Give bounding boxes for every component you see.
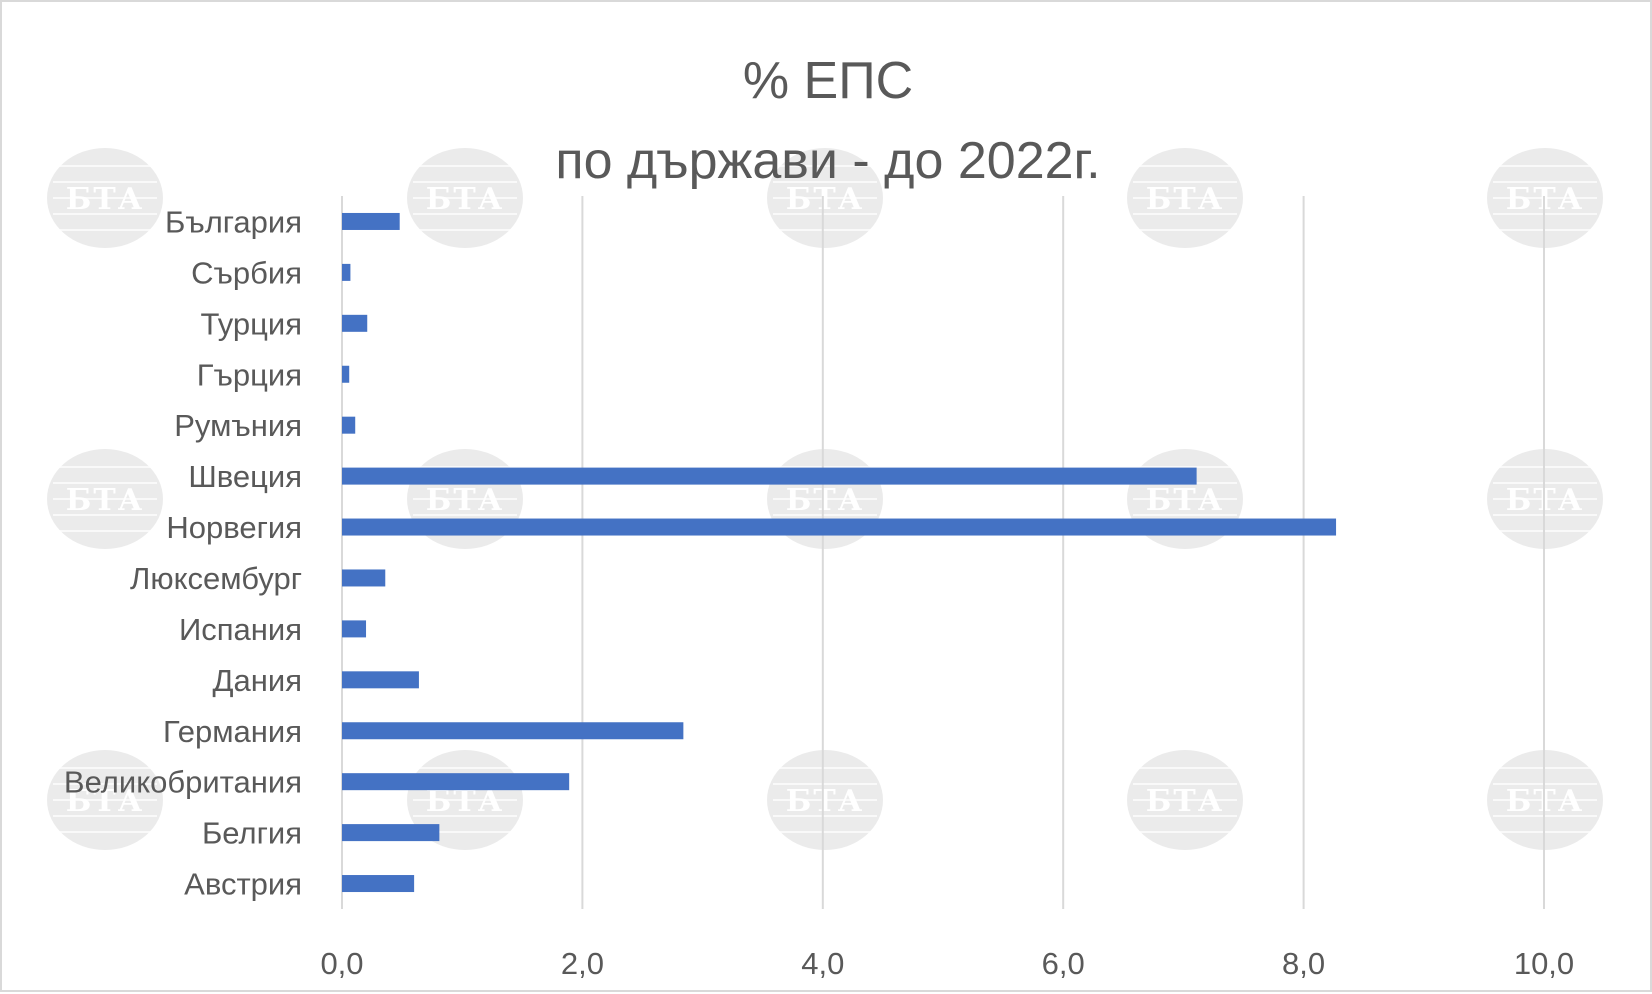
x-tick-label: 10,0 <box>1514 946 1574 981</box>
category-label: Швеция <box>188 459 302 494</box>
bar <box>342 314 368 332</box>
bar <box>342 722 684 740</box>
bars <box>342 212 1337 893</box>
bta-watermark-logo: БТА <box>767 148 883 248</box>
bta-watermark-logo: БТА <box>47 148 163 248</box>
category-label: Румъния <box>174 408 302 443</box>
chart-title-line-2: по държави - до 2022г. <box>555 132 1100 190</box>
svg-text:БТА: БТА <box>786 784 864 819</box>
x-tick-label: 8,0 <box>1282 946 1325 981</box>
bar <box>342 263 351 281</box>
bar <box>342 824 440 842</box>
svg-text:БТА: БТА <box>1146 483 1224 518</box>
bar <box>342 518 1337 536</box>
category-label: Гърция <box>197 357 302 392</box>
category-label: Великобритания <box>64 765 302 800</box>
bta-watermark-logo: БТА <box>47 750 163 850</box>
svg-text:БТА: БТА <box>66 182 144 217</box>
x-tick-labels: 0,0 2,0 4,0 6,0 8,0 10,0 <box>320 946 1574 981</box>
category-label: Люксембург <box>130 561 302 596</box>
svg-text:БТА: БТА <box>426 182 504 217</box>
bta-watermark-logo: БТА <box>767 750 883 850</box>
bar <box>342 365 350 383</box>
x-tick-label: 4,0 <box>801 946 844 981</box>
category-label: Норвегия <box>166 510 302 545</box>
chart-title-line-1: % ЕПС <box>743 52 913 110</box>
bar <box>342 467 1197 485</box>
category-label: Белгия <box>202 816 302 851</box>
category-label: Австрия <box>184 867 302 902</box>
svg-text:БТА: БТА <box>786 182 864 217</box>
bar <box>342 671 419 689</box>
svg-text:БТА: БТА <box>1146 784 1224 819</box>
bar <box>342 620 367 638</box>
x-tick-label: 0,0 <box>320 946 363 981</box>
bar <box>342 416 356 434</box>
bta-watermark-logo: БТА <box>1127 148 1243 248</box>
bar <box>342 875 415 893</box>
bar <box>342 773 570 791</box>
svg-text:БТА: БТА <box>66 483 144 518</box>
bta-watermark-logo: БТА <box>47 449 163 549</box>
category-label: Германия <box>163 714 302 749</box>
category-label: България <box>165 204 302 239</box>
svg-text:БТА: БТА <box>426 483 504 518</box>
bar <box>342 212 400 230</box>
category-label: Дания <box>213 663 302 698</box>
bta-watermark-logo: БТА <box>407 148 523 248</box>
category-label: Турция <box>201 306 302 341</box>
x-tick-label: 6,0 <box>1042 946 1085 981</box>
category-labels: България Сърбия Турция Гърция Румъния Швеция Н… <box>64 204 302 901</box>
x-tick-label: 2,0 <box>561 946 604 981</box>
svg-text:БТА: БТА <box>66 784 144 819</box>
svg-text:БТА: БТА <box>1146 182 1224 217</box>
svg-text:БТА: БТА <box>786 483 864 518</box>
bar <box>342 569 386 587</box>
category-label: Испания <box>179 612 302 647</box>
bta-watermark-logo: БТА <box>1127 750 1243 850</box>
category-label: Сърбия <box>191 255 302 290</box>
